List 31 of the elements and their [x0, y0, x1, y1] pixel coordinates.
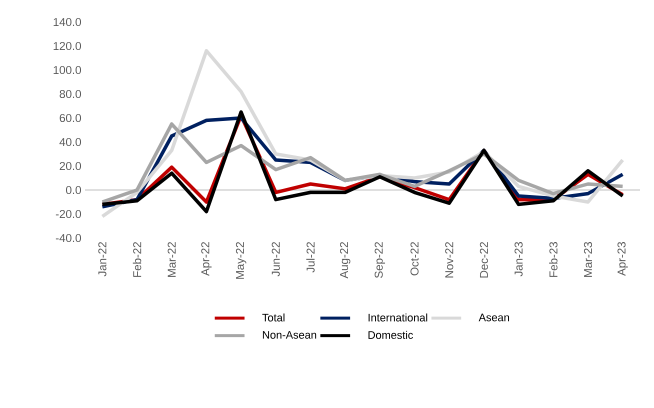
x-tick-label: Apr-23 [617, 242, 628, 276]
y-tick-label: 140.0 [54, 18, 82, 26]
x-tick-label: Jul-22 [306, 242, 315, 273]
y-tick-label: 120.0 [54, 42, 82, 50]
legend-label: Non-Asean [262, 331, 316, 339]
x-tick-label: Nov-22 [445, 242, 454, 278]
y-tick-label: 0.0 [66, 186, 82, 194]
y-tick-label: 40.0 [59, 138, 82, 146]
x-tick-label: Mar-23 [584, 242, 592, 277]
y-tick-label: 80.0 [60, 90, 82, 98]
y-tick-label: 60.0 [60, 114, 82, 122]
x-tick-label: Oct-22 [410, 242, 419, 276]
y-tick-label: 20.0 [60, 162, 82, 170]
x-tick-label: Mar-22 [168, 242, 176, 277]
x-tick-label: Jan-23 [514, 242, 523, 276]
x-tick-label: Sep-22 [374, 242, 386, 278]
y-tick-label: -20.0 [56, 210, 82, 218]
x-tick-label: Jun-22 [272, 242, 280, 276]
legend-label: Asean [478, 314, 510, 322]
x-tick-label: May-22 [236, 242, 246, 279]
x-tick-label: Feb-22 [132, 242, 142, 277]
x-tick-label: Feb-23 [549, 242, 558, 277]
legend-label: International [368, 313, 428, 322]
x-tick-label: Jan-22 [98, 242, 106, 276]
x-tick-label: Dec-22 [480, 242, 488, 278]
legend-label: Total [262, 313, 284, 322]
y-tick-label: -40.0 [56, 234, 82, 242]
y-tick-label: 100.0 [54, 66, 82, 74]
legend-label: Domestic [368, 330, 413, 339]
x-tick-label: Aug-22 [340, 242, 350, 278]
x-tick-label: Apr-22 [201, 242, 212, 276]
